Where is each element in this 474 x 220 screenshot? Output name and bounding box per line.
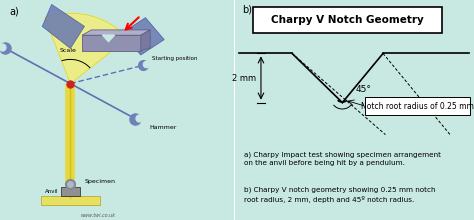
Polygon shape (141, 30, 150, 51)
Text: Notch root radius of 0.25 mm: Notch root radius of 0.25 mm (361, 102, 474, 111)
Polygon shape (103, 35, 114, 42)
FancyBboxPatch shape (82, 35, 141, 51)
Text: a) Charpy Impact test showing specimen arrangement
on the anvil before being hit: a) Charpy Impact test showing specimen a… (244, 151, 441, 166)
Text: 2 mm: 2 mm (232, 73, 256, 82)
Polygon shape (42, 4, 84, 48)
Text: b) Charpy V notch geometry showing 0.25 mm notch
root radius, 2 mm, depth and 45: b) Charpy V notch geometry showing 0.25 … (244, 186, 436, 203)
Text: Charpy V Notch Geometry: Charpy V Notch Geometry (271, 15, 423, 25)
Bar (61, 187, 80, 196)
FancyBboxPatch shape (365, 97, 470, 116)
Text: Starting position: Starting position (152, 56, 198, 61)
Polygon shape (122, 18, 164, 55)
Text: Specimen: Specimen (84, 179, 116, 184)
FancyBboxPatch shape (253, 7, 442, 33)
Polygon shape (82, 30, 150, 35)
Text: Hammer: Hammer (149, 125, 177, 130)
Polygon shape (45, 13, 128, 84)
Text: a): a) (9, 7, 19, 16)
Text: 45°: 45° (356, 85, 372, 94)
Text: Anvil: Anvil (45, 189, 59, 194)
Bar (41, 196, 100, 205)
Text: b): b) (242, 4, 252, 14)
Text: www.twi.co.uk: www.twi.co.uk (81, 213, 116, 218)
Text: Scale: Scale (60, 48, 76, 53)
